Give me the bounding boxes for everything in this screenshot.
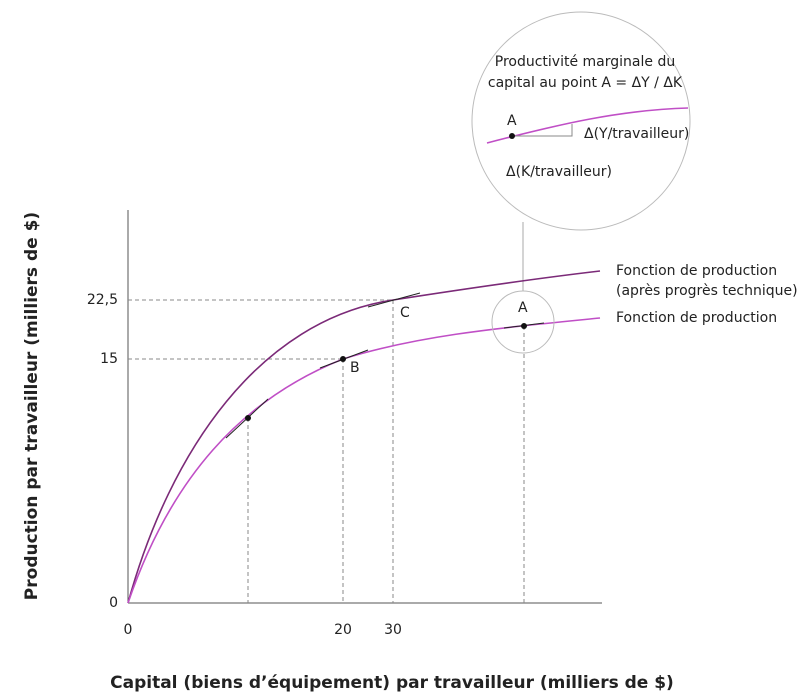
guide-c bbox=[128, 299, 394, 603]
tangent bbox=[367, 292, 421, 308]
point bbox=[521, 323, 527, 329]
inset-triangle bbox=[512, 124, 573, 137]
point bbox=[245, 415, 251, 421]
curve-before bbox=[127, 317, 601, 604]
point-label: C bbox=[400, 305, 410, 321]
curve-label: (après progrès technique) bbox=[616, 283, 798, 299]
x-tick-label: 30 bbox=[384, 622, 402, 638]
curve-label: Fonction de production bbox=[616, 263, 777, 279]
point-label: A bbox=[518, 300, 528, 316]
curve-after bbox=[127, 270, 601, 604]
x-axis-title: Capital (biens d’équipement) par travail… bbox=[110, 673, 674, 693]
point-label: B bbox=[350, 360, 360, 376]
y-axis-title: Production par travailleur (milliers de … bbox=[22, 212, 42, 600]
y-tick-label: 15 bbox=[100, 351, 118, 367]
inset-title: capital au point A = ΔY / ΔK bbox=[488, 75, 683, 91]
x-tick-label: 0 bbox=[124, 622, 133, 638]
guide-b bbox=[128, 358, 344, 603]
inset-dy-label: Δ(Y/travailleur) bbox=[584, 126, 689, 142]
y-tick-label: 22,5 bbox=[87, 292, 118, 308]
zoom-circle bbox=[491, 290, 555, 354]
inset-point-label: A bbox=[507, 113, 517, 129]
x-tick-label: 20 bbox=[334, 622, 352, 638]
inset-dx-label: Δ(K/travailleur) bbox=[506, 164, 612, 180]
y-tick-label: 0 bbox=[109, 595, 118, 611]
inset-point bbox=[509, 133, 515, 139]
curve-label: Fonction de production bbox=[616, 310, 777, 326]
point bbox=[340, 356, 346, 362]
inset-title: Productivité marginale du bbox=[495, 54, 675, 70]
